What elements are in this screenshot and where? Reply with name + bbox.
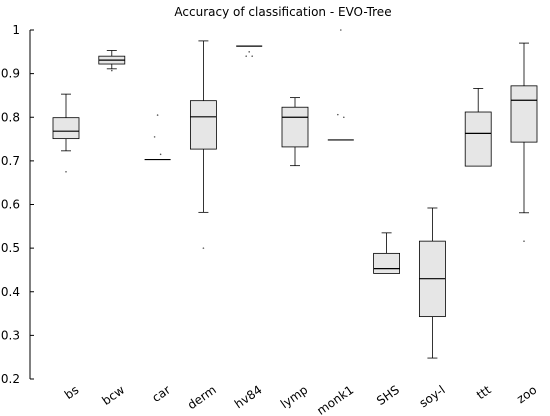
x-tick-label: lymp: [278, 383, 310, 412]
y-tick-label: 0.6: [1, 198, 20, 212]
box-monk1: [327, 29, 354, 141]
x-tick-label: ttt: [474, 383, 494, 403]
x-tick-label: derm: [185, 383, 219, 412]
box-bcw: [98, 50, 126, 72]
x-tick-label: hv84: [232, 383, 265, 412]
box-lymp: [281, 97, 309, 167]
outlier-point: [153, 136, 156, 138]
x-tick-label: bcw: [99, 383, 127, 408]
outlier-point: [248, 51, 250, 53]
outlier-point: [251, 55, 253, 57]
box-body: [373, 252, 401, 274]
x-tick-label: bs: [62, 383, 81, 402]
chart-title: Accuracy of classification - EVO-Tree: [174, 5, 391, 19]
outlier-point: [111, 69, 113, 72]
outlier-point: [343, 116, 345, 119]
outlier-point: [202, 247, 205, 249]
box-body: [281, 106, 309, 148]
y-axis-ticks: 0.2 0.3 0.4 0.5 0.6 0.7 0.8 0.9 1: [1, 23, 34, 386]
y-tick-label: 0.9: [1, 67, 20, 81]
box-body: [189, 100, 217, 150]
box-bs: [52, 93, 80, 173]
box-derm: [189, 40, 217, 249]
x-tick-label: SHS: [374, 383, 402, 408]
box-body: [510, 85, 538, 143]
x-tick-label: soy-l: [417, 383, 448, 411]
outlier-point: [159, 153, 162, 156]
y-tick-label: 0.8: [1, 110, 20, 124]
x-axis-labels: bs bcw car derm hv84 lymp monk1 SHS soy-l ttt zoo: [62, 383, 539, 416]
outlier-point: [337, 113, 339, 116]
x-tick-label: car: [149, 383, 173, 405]
x-tick-label: monk1: [314, 383, 356, 416]
x-tick-label: zoo: [514, 383, 539, 407]
y-tick-label: 0.7: [1, 154, 20, 168]
box-zoo: [510, 42, 538, 242]
y-tick-label: 0.3: [1, 328, 20, 342]
box-ttt: [464, 88, 492, 167]
outlier-point: [245, 55, 247, 57]
y-tick-label: 0.5: [1, 241, 20, 255]
box-body: [52, 117, 80, 140]
y-tick-label: 1: [12, 23, 20, 37]
y-tick-label: 0.2: [1, 372, 20, 386]
outlier-point: [156, 114, 159, 116]
outlier-point: [340, 29, 342, 31]
y-tick-label: 0.4: [1, 285, 20, 299]
box-SHS: [373, 232, 401, 274]
box-soy-l: [418, 207, 446, 359]
box-hv84: [236, 45, 263, 57]
box-car: [144, 114, 171, 161]
box-body: [464, 111, 492, 167]
box-series: [52, 29, 538, 359]
outlier-point: [523, 240, 525, 242]
outlier-point: [65, 170, 67, 173]
